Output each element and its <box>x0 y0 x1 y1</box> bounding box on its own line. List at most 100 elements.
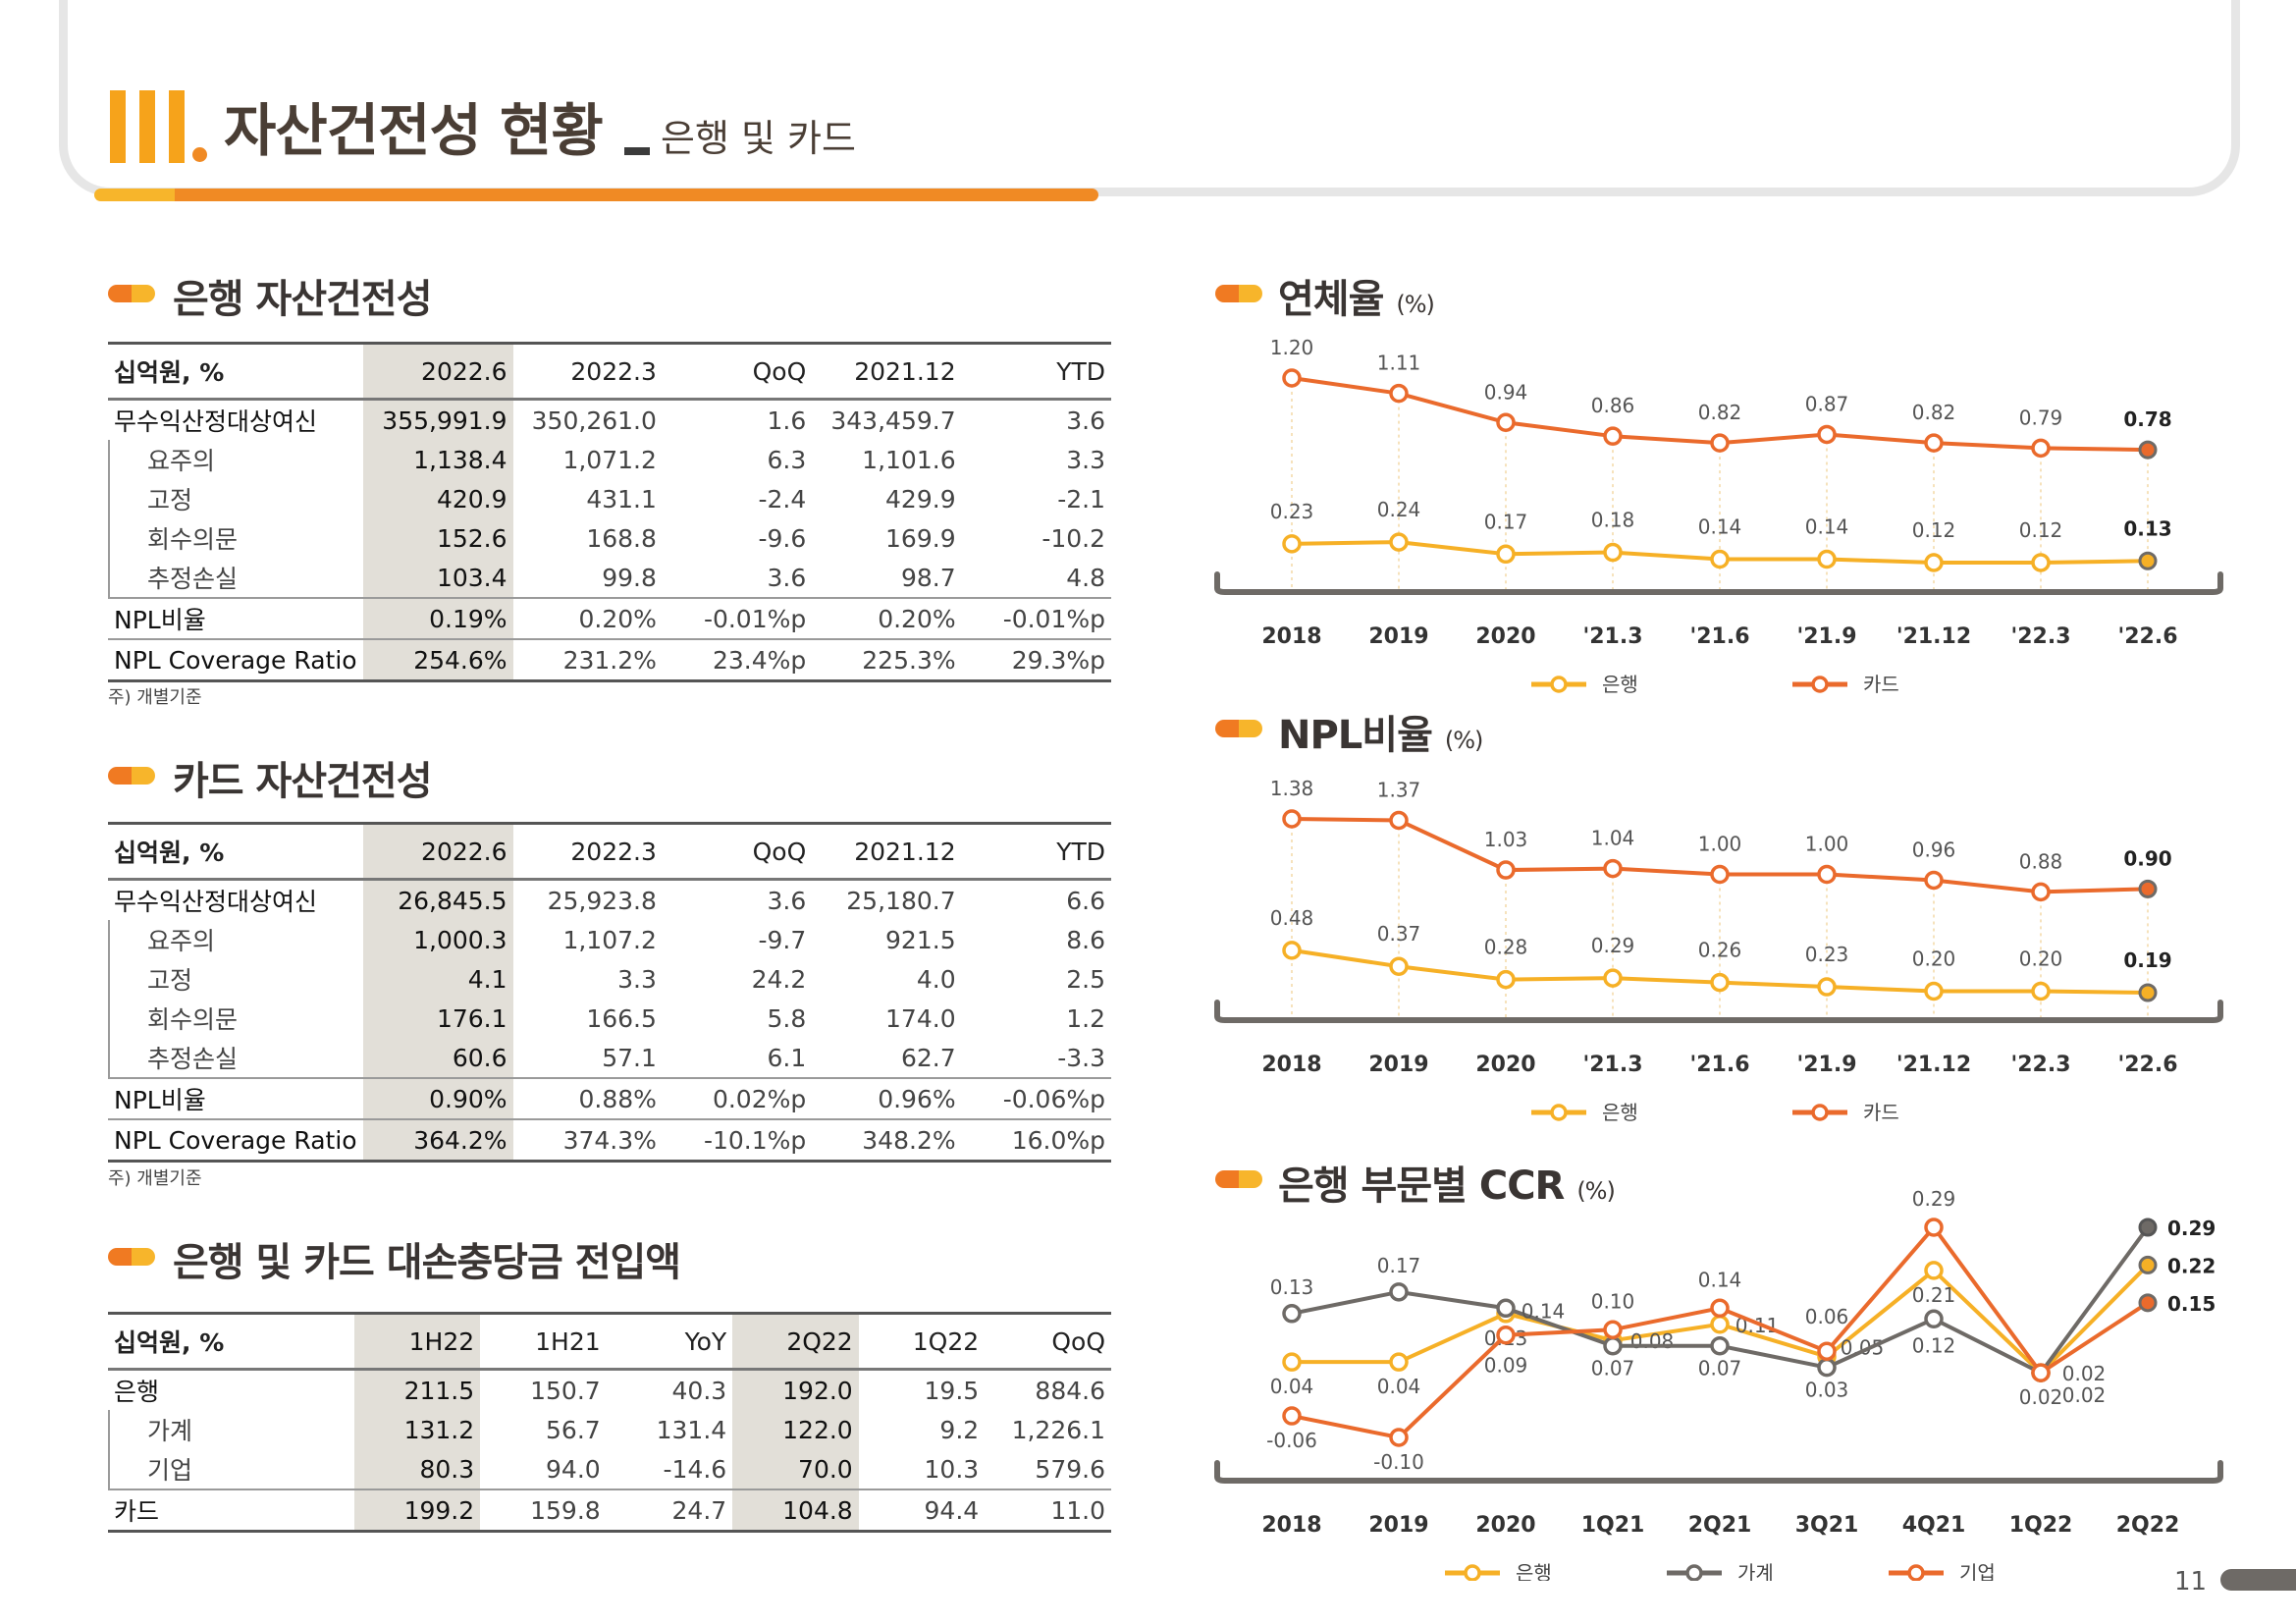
data-label: 0.17 <box>1484 510 1528 533</box>
data-point <box>2138 551 2158 570</box>
x-tick-label: '21.12 <box>1896 1053 1971 1077</box>
bank-asset-quality-table: 십억원, % 2022.6 2022.3 QoQ 2021.12 YTD 무수익산정대상여신… <box>108 342 1111 682</box>
data-label: 0.87 <box>1805 392 1849 415</box>
table-cell: 131.2 <box>353 1410 481 1449</box>
table-cell: 166.5 <box>586 1003 657 1033</box>
data-point <box>1389 956 1409 976</box>
npl-chart-title: NPL비율 (%) <box>1278 713 1483 758</box>
table-cell: 94.4 <box>858 1489 986 1533</box>
table-cell: 176.1 <box>363 999 513 1038</box>
table-row: 무수익산정대상여신 355,991.9 350,261.0 1.6 343,459.7 3… <box>108 398 1111 440</box>
table-cell: 40.3 <box>606 1368 733 1410</box>
table-cell: 3.6 <box>662 878 813 920</box>
table-row: 요주의 1,138.4 1,071.2 6.3 1,101.6 3.3 <box>108 440 1111 479</box>
data-label: 0.24 <box>1377 498 1421 521</box>
card-table-note: 주) 개별기준 <box>108 1168 202 1189</box>
section-bullet-icon <box>1215 285 1262 302</box>
data-label: 0.12 <box>1912 518 1956 542</box>
x-tick-label: 2019 <box>1368 1053 1428 1077</box>
table-cell: -3.3 <box>1057 1043 1105 1072</box>
roman-numeral-mark <box>110 90 185 163</box>
data-point <box>2031 1363 2051 1382</box>
x-tick-label: '21.6 <box>1689 624 1749 649</box>
table-cell: 150.7 <box>480 1368 607 1410</box>
data-label: 0.14 <box>1698 1268 1742 1291</box>
table-row: 기업 80.3 94.0 -14.6 70.0 10.3 579.6 <box>108 1449 1111 1489</box>
data-point <box>1389 532 1409 552</box>
data-label: 0.13 <box>2123 516 2171 540</box>
x-tick-label: 1Q22 <box>2009 1513 2073 1538</box>
table-unit-header: 십억원, % <box>108 342 364 401</box>
data-point <box>1817 977 1837 997</box>
data-point <box>2138 440 2158 460</box>
table-column-header: 1Q22 <box>858 1312 986 1371</box>
data-point <box>1496 1325 1516 1345</box>
data-point <box>2031 553 2051 572</box>
data-point <box>1817 1357 1837 1378</box>
data-point <box>2138 1218 2158 1237</box>
data-point <box>1389 383 1409 404</box>
data-point <box>1710 1298 1730 1319</box>
data-label: 0.78 <box>2123 407 2171 431</box>
table-cell: 25,180.7 <box>812 878 962 920</box>
data-point <box>1282 368 1302 388</box>
npl-line-chart: 2018 2019 2020 '21.3 '21.6 '21.9 '21.12 '22.3 '2… <box>1214 777 2223 1124</box>
data-label: 0.09 <box>1484 1354 1528 1378</box>
table-cell: 3.3 <box>617 964 657 994</box>
table-cell: 4.1 <box>363 959 513 999</box>
table-cell: 103.4 <box>363 558 513 598</box>
table-row: 추정손실 60.6 57.1 6.1 62.7 -3.3 <box>108 1038 1111 1078</box>
data-point <box>2031 981 2051 1001</box>
provision-table-title: 은행 및 카드 대손충당금 전입액 <box>173 1240 681 1285</box>
data-label: 0.86 <box>1591 394 1635 417</box>
table-cell: 9.2 <box>939 1415 980 1444</box>
data-label: 0.21 <box>1912 1283 1956 1307</box>
x-tick-label: 2020 <box>1475 1513 1535 1538</box>
table-cell: 0.02%p <box>662 1077 813 1119</box>
legend-marker <box>1685 1564 1703 1581</box>
legend-marker <box>1811 676 1829 693</box>
table-cell: 0.90% <box>363 1077 513 1119</box>
data-label: 0.23 <box>1270 500 1314 523</box>
table-row: 회수의문 152.6 168.8 -9.6 169.9 -10.2 <box>108 518 1111 558</box>
x-tick-label: '21.9 <box>1796 624 1856 649</box>
data-label: 0.18 <box>1591 509 1635 532</box>
row-label: 회수의문 <box>108 518 364 558</box>
table-cell: 10.3 <box>924 1454 980 1484</box>
page-title: 자산건전성 현황 <box>224 97 604 164</box>
table-cell: 168.8 <box>586 523 657 553</box>
x-tick-label: 3Q21 <box>1795 1513 1859 1538</box>
row-label: 요주의 <box>108 440 364 479</box>
data-point <box>1389 1428 1409 1447</box>
data-label: 0.26 <box>1698 939 1742 962</box>
table-cell: -2.1 <box>1057 484 1105 514</box>
row-label: 가계 <box>108 1410 354 1449</box>
data-label: 0.79 <box>2019 406 2063 429</box>
table-row: NPL Coverage Ratio 254.6% 231.2% 23.4%p 225.… <box>108 638 1111 682</box>
table-cell: 3.6 <box>767 563 807 592</box>
table-cell: 199.2 <box>353 1489 481 1533</box>
data-label: 0.22 <box>2167 1254 2216 1277</box>
x-tick-label: 2Q21 <box>1688 1513 1752 1538</box>
row-label: NPL비율 <box>108 597 364 639</box>
roman-dot <box>192 147 207 162</box>
table-column-header: YoY <box>606 1312 733 1371</box>
section-bullet-icon <box>108 285 155 302</box>
table-column-header: 2022.6 <box>363 342 513 401</box>
data-label: 1.20 <box>1270 336 1314 359</box>
data-point <box>1389 810 1409 831</box>
table-cell: -9.6 <box>758 523 807 553</box>
table-column-header: 2022.3 <box>512 822 663 881</box>
data-label: 1.00 <box>1698 833 1742 856</box>
data-point <box>2031 438 2051 459</box>
data-label: 0.23 <box>1805 943 1849 966</box>
row-label: 기업 <box>108 1449 354 1489</box>
table-column-header: 2021.12 <box>812 822 962 881</box>
legend-marker <box>1464 1564 1481 1581</box>
data-point <box>1496 412 1516 433</box>
table-cell: 364.2% <box>363 1118 513 1163</box>
table-cell: 56.7 <box>546 1415 601 1444</box>
data-label: 0.17 <box>1377 1254 1421 1277</box>
data-label: 0.02 <box>2062 1362 2107 1385</box>
row-label: 카드 <box>108 1489 354 1533</box>
